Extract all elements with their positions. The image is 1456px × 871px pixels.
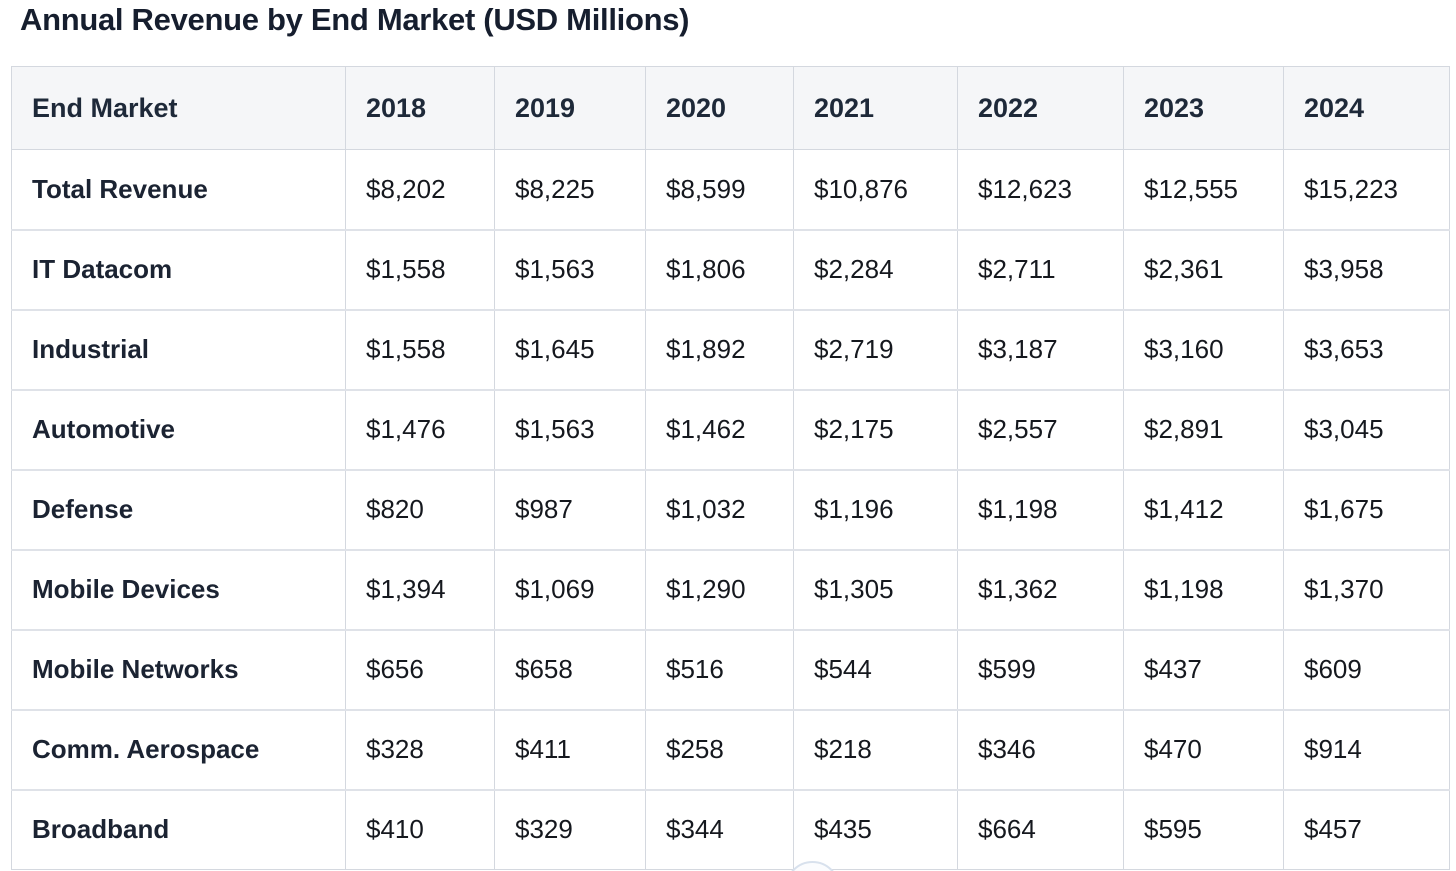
revenue-cell: $1,290 — [645, 548, 794, 630]
revenue-cell: $1,370 — [1283, 548, 1450, 630]
revenue-cell: $344 — [645, 788, 794, 870]
revenue-cell: $328 — [345, 708, 495, 790]
revenue-cell: $15,223 — [1283, 149, 1450, 230]
row-label: IT Datacom — [11, 228, 346, 310]
revenue-cell: $1,558 — [345, 308, 495, 390]
revenue-cell: $1,198 — [1123, 548, 1284, 630]
revenue-cell: $2,711 — [957, 228, 1124, 310]
revenue-cell: $1,806 — [645, 228, 794, 310]
revenue-cell: $329 — [494, 788, 646, 870]
revenue-cell: $914 — [1283, 708, 1450, 790]
revenue-cell: $1,563 — [494, 228, 646, 310]
row-label: Mobile Devices — [11, 548, 346, 630]
revenue-cell: $2,175 — [793, 388, 958, 470]
revenue-cell: $8,225 — [494, 149, 646, 230]
column-header-2020: 2020 — [645, 66, 794, 150]
revenue-cell: $2,719 — [793, 308, 958, 390]
revenue-cell: $544 — [793, 628, 958, 710]
revenue-cell: $8,599 — [645, 149, 794, 230]
revenue-cell: $1,412 — [1123, 468, 1284, 550]
revenue-cell: $3,958 — [1283, 228, 1450, 310]
table-row: IT Datacom $1,558 $1,563 $1,806 $2,284 $… — [11, 228, 1450, 310]
revenue-cell: $1,032 — [645, 468, 794, 550]
revenue-cell: $3,187 — [957, 308, 1124, 390]
page-title: Annual Revenue by End Market (USD Millio… — [20, 2, 690, 37]
revenue-cell: $218 — [793, 708, 958, 790]
revenue-cell: $410 — [345, 788, 495, 870]
revenue-cell: $1,362 — [957, 548, 1124, 630]
revenue-cell: $411 — [494, 708, 646, 790]
table-row: Broadband $410 $329 $344 $435 $664 $595 … — [11, 788, 1450, 870]
column-header-end-market: End Market — [11, 66, 346, 150]
revenue-cell: $12,623 — [957, 149, 1124, 230]
row-label: Mobile Networks — [11, 628, 346, 710]
revenue-cell: $595 — [1123, 788, 1284, 870]
column-header-2023: 2023 — [1123, 66, 1284, 150]
revenue-cell: $2,557 — [957, 388, 1124, 470]
revenue-cell: $2,361 — [1123, 228, 1284, 310]
revenue-cell: $987 — [494, 468, 646, 550]
revenue-cell: $1,675 — [1283, 468, 1450, 550]
row-label: Comm. Aerospace — [11, 708, 346, 790]
revenue-cell: $8,202 — [345, 149, 495, 230]
revenue-cell: $516 — [645, 628, 794, 710]
revenue-cell: $1,305 — [793, 548, 958, 630]
column-header-2024: 2024 — [1283, 66, 1450, 150]
revenue-cell: $435 — [793, 788, 958, 870]
table-row: Comm. Aerospace $328 $411 $258 $218 $346… — [11, 708, 1450, 790]
revenue-cell: $3,160 — [1123, 308, 1284, 390]
revenue-cell: $1,198 — [957, 468, 1124, 550]
table-row: Mobile Devices $1,394 $1,069 $1,290 $1,3… — [11, 548, 1450, 630]
revenue-cell: $1,645 — [494, 308, 646, 390]
revenue-cell: $3,045 — [1283, 388, 1450, 470]
revenue-cell: $10,876 — [793, 149, 958, 230]
revenue-cell: $1,563 — [494, 388, 646, 470]
table-row: Defense $820 $987 $1,032 $1,196 $1,198 $… — [11, 468, 1450, 550]
revenue-table: End Market 2018 2019 2020 2021 2022 2023… — [11, 66, 1450, 870]
row-label: Industrial — [11, 308, 346, 390]
column-header-2022: 2022 — [957, 66, 1124, 150]
revenue-cell: $457 — [1283, 788, 1450, 870]
table-row: Total Revenue $8,202 $8,225 $8,599 $10,8… — [11, 149, 1450, 230]
revenue-cell: $1,196 — [793, 468, 958, 550]
revenue-cell: $609 — [1283, 628, 1450, 710]
revenue-cell: $658 — [494, 628, 646, 710]
revenue-cell: $820 — [345, 468, 495, 550]
column-header-2021: 2021 — [793, 66, 958, 150]
table-row: Industrial $1,558 $1,645 $1,892 $2,719 $… — [11, 308, 1450, 390]
revenue-cell: $3,653 — [1283, 308, 1450, 390]
revenue-cell: $12,555 — [1123, 149, 1284, 230]
table-row: Mobile Networks $656 $658 $516 $544 $599… — [11, 628, 1450, 710]
revenue-cell: $1,462 — [645, 388, 794, 470]
revenue-cell: $2,891 — [1123, 388, 1284, 470]
revenue-cell: $437 — [1123, 628, 1284, 710]
table-row: Automotive $1,476 $1,563 $1,462 $2,175 $… — [11, 388, 1450, 470]
revenue-cell: $599 — [957, 628, 1124, 710]
revenue-cell: $1,476 — [345, 388, 495, 470]
column-header-2018: 2018 — [345, 66, 495, 150]
revenue-cell: $664 — [957, 788, 1124, 870]
row-label: Automotive — [11, 388, 346, 470]
revenue-cell: $258 — [645, 708, 794, 790]
revenue-cell: $2,284 — [793, 228, 958, 310]
revenue-cell: $470 — [1123, 708, 1284, 790]
row-label: Broadband — [11, 788, 346, 870]
revenue-cell: $656 — [345, 628, 495, 710]
column-header-2019: 2019 — [494, 66, 646, 150]
row-label: Defense — [11, 468, 346, 550]
revenue-cell: $1,394 — [345, 548, 495, 630]
revenue-cell: $1,558 — [345, 228, 495, 310]
revenue-cell: $1,069 — [494, 548, 646, 630]
revenue-cell: $346 — [957, 708, 1124, 790]
table-header-row: End Market 2018 2019 2020 2021 2022 2023… — [11, 66, 1450, 150]
row-label: Total Revenue — [11, 149, 346, 230]
revenue-cell: $1,892 — [645, 308, 794, 390]
